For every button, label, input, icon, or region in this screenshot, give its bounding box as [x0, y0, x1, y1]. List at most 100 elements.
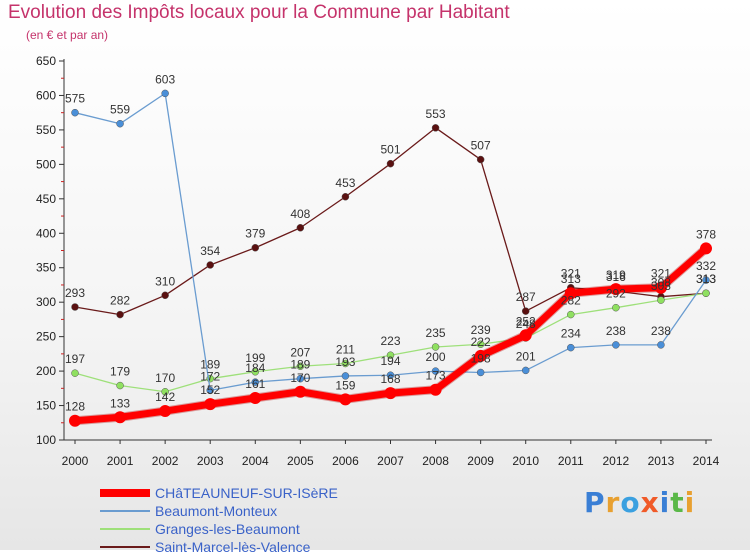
logo-letter: r — [605, 486, 621, 519]
data-point — [116, 310, 124, 319]
data-point — [521, 307, 530, 315]
data-point — [294, 385, 307, 398]
logo-letter: o — [620, 486, 641, 519]
data-label: 194 — [380, 354, 400, 368]
data-label: 238 — [606, 324, 626, 338]
data-point — [71, 108, 79, 117]
data-label: 223 — [380, 334, 400, 348]
data-point — [251, 243, 260, 252]
y-tick-label: 250 — [36, 330, 56, 344]
legend-swatch — [100, 528, 150, 530]
data-point — [296, 374, 305, 383]
data-point — [431, 343, 440, 351]
data-label: 379 — [245, 227, 265, 241]
data-point — [567, 310, 575, 319]
logo-letter: P — [584, 486, 606, 519]
data-label: 553 — [426, 107, 446, 121]
data-point — [386, 371, 395, 379]
data-label: 321 — [651, 267, 671, 281]
x-tick-label: 2012 — [603, 454, 630, 468]
data-point — [341, 372, 350, 380]
legend-label: Granges-les-Beaumont — [155, 521, 300, 537]
y-tick-label: 150 — [36, 399, 56, 413]
data-label: 501 — [380, 143, 400, 157]
y-tick-label: 500 — [36, 157, 56, 171]
y-tick-label: 200 — [36, 364, 56, 378]
data-label: 603 — [155, 72, 175, 86]
data-label: 198 — [471, 351, 491, 365]
data-label: 173 — [426, 369, 446, 383]
proxiti-logo: Proxiti — [584, 486, 695, 519]
x-tick-label: 2007 — [377, 454, 404, 468]
data-point — [521, 366, 530, 375]
data-label: 200 — [426, 350, 446, 364]
line-chart: 100 150 200 250 300 350 400 450 500 550 600 650 2000… — [36, 54, 720, 468]
data-label: 238 — [651, 324, 671, 338]
data-label: 152 — [200, 383, 220, 397]
data-label: 239 — [471, 323, 491, 337]
data-label: 168 — [380, 372, 400, 386]
data-label: 189 — [200, 358, 220, 372]
legend-swatch — [100, 510, 150, 512]
data-point — [564, 287, 577, 300]
data-label: 222 — [471, 335, 491, 349]
y-tick-label: 100 — [36, 433, 56, 447]
data-point — [700, 242, 712, 255]
data-point — [654, 281, 667, 294]
data-label: 308 — [651, 276, 671, 290]
data-label: 211 — [336, 343, 355, 357]
x-tick-label: 2009 — [467, 454, 494, 468]
data-label: 313 — [696, 272, 716, 286]
y-tick-label: 450 — [36, 192, 56, 206]
data-point — [567, 343, 575, 352]
data-label: 201 — [516, 349, 536, 363]
legend-item: Saint-Marcel-lès-Valence — [100, 538, 338, 556]
data-label: 193 — [335, 355, 355, 369]
legend-label: Beaumont-Monteux — [155, 503, 278, 519]
data-label: 248 — [516, 317, 536, 331]
data-label: 287 — [516, 290, 536, 304]
data-label: 234 — [561, 327, 581, 341]
x-tick-label: 2001 — [107, 454, 134, 468]
data-point — [431, 124, 440, 132]
logo-letter: i — [684, 486, 696, 519]
data-label: 128 — [65, 400, 85, 414]
data-point — [116, 119, 124, 128]
x-tick-label: 2008 — [422, 454, 449, 468]
legend-swatch — [100, 489, 150, 497]
data-point — [204, 398, 217, 411]
logo-letter: i — [659, 486, 671, 519]
data-point — [341, 359, 350, 368]
chart-title: Evolution des Impôts locaux pour la Comm… — [8, 2, 510, 23]
legend-label: Saint-Marcel-lès-Valence — [155, 539, 311, 555]
data-label: 170 — [290, 371, 310, 385]
y-tick-label: 550 — [36, 123, 56, 137]
legend-item: Beaumont-Monteux — [100, 502, 338, 520]
data-label: 332 — [696, 259, 716, 273]
data-label: 321 — [561, 267, 581, 281]
data-point — [519, 329, 532, 342]
data-point — [116, 381, 124, 390]
data-label: 197 — [65, 352, 85, 366]
data-point — [474, 349, 487, 362]
data-label: 507 — [471, 139, 491, 153]
data-point — [657, 341, 665, 349]
data-point — [161, 388, 169, 396]
data-point — [612, 341, 620, 349]
x-tick-label: 2013 — [648, 454, 675, 468]
data-point — [476, 368, 485, 377]
data-label: 133 — [110, 396, 130, 410]
data-label: 172 — [200, 369, 220, 383]
x-tick-label: 2002 — [152, 454, 179, 468]
data-label: 316 — [606, 270, 626, 284]
data-point — [296, 362, 305, 371]
data-point — [386, 159, 395, 168]
logo-letter: x — [640, 486, 660, 519]
data-label: 142 — [155, 390, 175, 404]
x-tick-label: 2010 — [512, 454, 539, 468]
data-label: 282 — [110, 294, 130, 308]
data-point — [341, 193, 350, 201]
data-label: 159 — [335, 378, 355, 392]
data-label: 292 — [606, 287, 626, 301]
data-label: 354 — [200, 244, 220, 258]
